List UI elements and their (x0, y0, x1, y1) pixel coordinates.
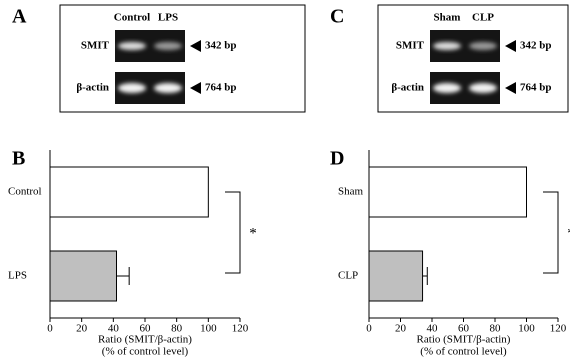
x-tick-label: 20 (76, 323, 88, 335)
x-tick-label: 100 (518, 323, 535, 335)
x-axis-note: (% of control level) (102, 346, 189, 358)
gel-band (118, 42, 146, 50)
gel-band (433, 42, 461, 50)
category-label: Control (8, 186, 42, 198)
figure: A Control LPS SMIT 342 bp β-actin 764 bp C Sham C… (0, 0, 570, 360)
lane-label: Control (114, 12, 150, 24)
band-size: 764 bp (520, 82, 552, 94)
lane-label: Sham (434, 12, 461, 24)
x-tick-label: 0 (47, 323, 53, 335)
significance-mark: * (249, 225, 257, 241)
band-size: 342 bp (520, 40, 552, 52)
x-tick-label: 100 (200, 323, 217, 335)
x-axis-label: Ratio (SMIT/β-actin) (98, 334, 192, 346)
panel-label: B (12, 148, 25, 170)
panel-label: A (12, 6, 27, 28)
gel-band (154, 83, 182, 93)
significance-bracket (225, 192, 240, 273)
significance-bracket (543, 192, 558, 273)
category-label: Sham (338, 186, 364, 198)
bar (50, 167, 208, 217)
bar (50, 251, 117, 301)
band-name: β-actin (76, 82, 109, 94)
x-axis-note: (% of control level) (420, 346, 507, 358)
arrow (505, 82, 516, 94)
arrow (190, 82, 201, 94)
panel-label: C (330, 6, 344, 28)
gel-band (469, 42, 497, 50)
category-label: LPS (8, 270, 27, 282)
panel-label: D (330, 148, 344, 170)
arrow (505, 40, 516, 52)
lane-label: CLP (472, 12, 494, 24)
category-label: CLP (338, 270, 358, 282)
gel-band (154, 42, 182, 50)
x-tick-label: 120 (232, 323, 249, 335)
x-axis-label: Ratio (SMIT/β-actin) (417, 334, 511, 346)
band-name: SMIT (396, 40, 425, 52)
band-name: SMIT (81, 40, 110, 52)
band-size: 764 bp (205, 82, 237, 94)
bar (369, 167, 527, 217)
bar (369, 251, 423, 301)
x-tick-label: 0 (366, 323, 372, 335)
gel-band (433, 83, 461, 93)
x-tick-label: 120 (550, 323, 567, 335)
x-tick-label: 20 (395, 323, 407, 335)
gel-band (469, 83, 497, 93)
arrow (190, 40, 201, 52)
lane-label: LPS (158, 12, 178, 24)
band-size: 342 bp (205, 40, 237, 52)
band-name: β-actin (391, 82, 424, 94)
gel-band (118, 83, 146, 93)
